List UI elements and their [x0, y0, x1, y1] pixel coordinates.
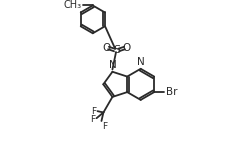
- Text: O: O: [122, 43, 130, 53]
- Text: Br: Br: [165, 87, 177, 97]
- Text: O: O: [102, 43, 110, 53]
- Text: CH₃: CH₃: [63, 1, 81, 11]
- Text: N: N: [136, 57, 144, 67]
- Text: F: F: [90, 107, 96, 116]
- Text: F: F: [101, 122, 106, 131]
- Text: S: S: [112, 45, 120, 55]
- Text: F: F: [89, 115, 94, 124]
- Text: N: N: [108, 60, 116, 70]
